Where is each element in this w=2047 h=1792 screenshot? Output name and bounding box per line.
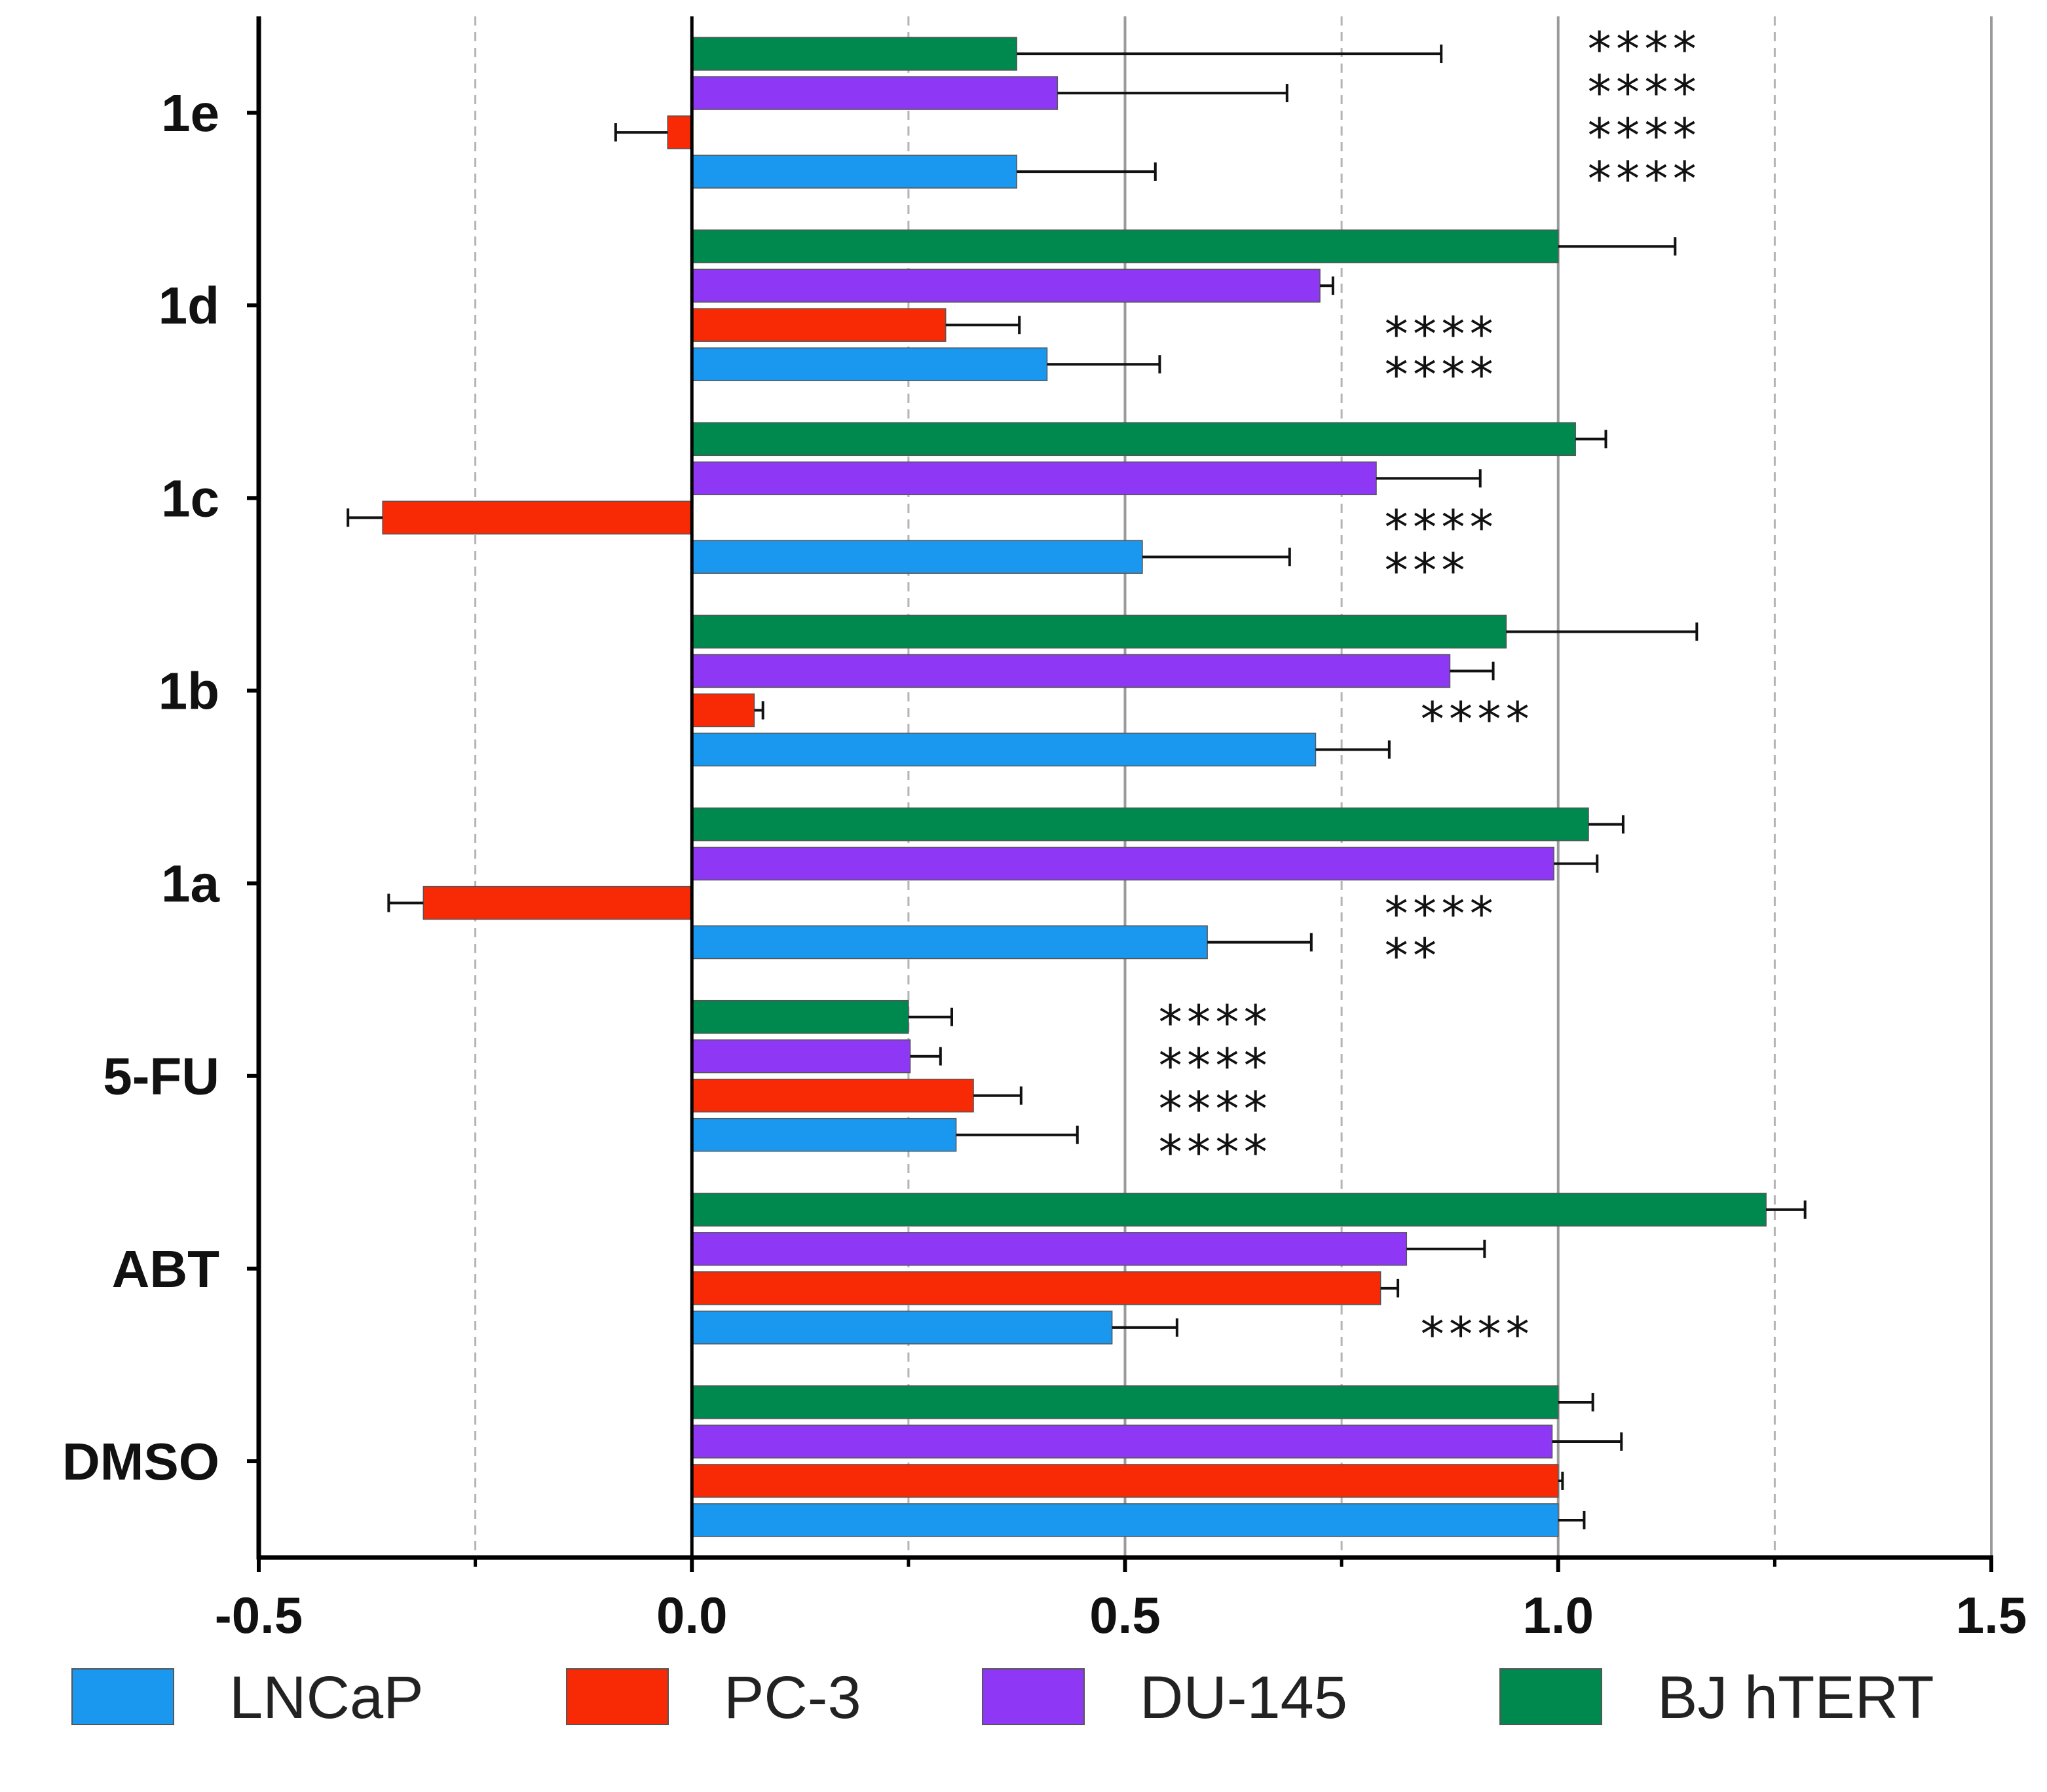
bar-5-fu-du-145	[691, 1039, 911, 1073]
bar-1c-bj-htert	[691, 422, 1576, 457]
significance-5-fu-2: ****	[1156, 1081, 1269, 1136]
x-tick-label-1-5: 1.5	[1956, 1586, 2027, 1644]
bar-1d-bj-htert	[691, 229, 1559, 263]
bar-1e-du-145	[691, 76, 1059, 110]
bar-1e-bj-htert	[691, 37, 1017, 71]
significance-1e-1: ****	[1585, 65, 1699, 120]
bar-1d-du-145	[691, 269, 1321, 303]
bar-dmso-bj-htert	[691, 1385, 1559, 1419]
significance-1c-0: ****	[1382, 500, 1495, 555]
significance-5-fu-0: ****	[1156, 995, 1269, 1050]
legend-label-bj-htert: BJ hTERT	[1657, 1664, 1934, 1731]
labels: 1e1d1c1b1a5-FUABTDMSO*******************…	[62, 22, 1699, 1491]
x-tick-label-0-0: 0.0	[656, 1586, 727, 1644]
significance-5-fu-1: ****	[1156, 1038, 1269, 1093]
bar-1b-bj-htert	[691, 614, 1507, 649]
axes: -0.5 0.0 0.5 1.0 1.5	[215, 16, 2027, 1644]
significance-1b-0: ****	[1418, 692, 1531, 747]
legend-swatch-bj-htert	[1499, 1668, 1602, 1725]
category-label-abt: ABT	[112, 1240, 220, 1298]
bar-1c-pc-3	[382, 500, 692, 535]
x-tick-label-0-5: 0.5	[1089, 1586, 1160, 1644]
x-tick-label-0-5: -0.5	[215, 1586, 303, 1644]
bar-1d-pc-3	[691, 308, 947, 342]
bar-dmso-pc-3	[691, 1464, 1559, 1498]
bar-abt-lncap	[691, 1311, 1113, 1345]
bar-5-fu-pc-3	[691, 1078, 974, 1113]
category-label-1e: 1e	[161, 84, 219, 142]
legend-swatch-du-145	[982, 1668, 1085, 1725]
bar-abt-du-145	[691, 1232, 1408, 1266]
bar-1a-bj-htert	[691, 807, 1589, 842]
significance-1a-1: **	[1382, 928, 1439, 983]
significance-5-fu-3: ****	[1156, 1125, 1269, 1180]
legend-label-pc-3: PC-3	[724, 1664, 861, 1731]
category-label-1c: 1c	[161, 469, 219, 527]
category-label-5-fu: 5-FU	[103, 1047, 219, 1106]
bar-1e-pc-3	[667, 115, 692, 149]
bars	[347, 37, 1807, 1537]
bar-1a-du-145	[691, 846, 1554, 881]
bar-abt-bj-htert	[691, 1193, 1767, 1227]
legend-label-du-145: DU-145	[1140, 1664, 1347, 1731]
category-label-dmso: DMSO	[62, 1432, 219, 1491]
bar-dmso-du-145	[691, 1425, 1553, 1459]
bar-1a-pc-3	[423, 886, 693, 920]
bar-1e-lncap	[691, 155, 1017, 189]
legend-label-lncap: LNCaP	[229, 1664, 424, 1731]
category-label-1a: 1a	[161, 855, 219, 913]
significance-1c-1: ***	[1382, 543, 1467, 598]
bar-1c-lncap	[691, 540, 1143, 574]
bar-1a-lncap	[691, 925, 1208, 960]
bar-5-fu-bj-htert	[691, 999, 909, 1034]
bar-1b-lncap	[691, 732, 1317, 767]
bar-abt-pc-3	[691, 1271, 1381, 1305]
bar-1d-lncap	[691, 347, 1048, 381]
significance-abt-0: ****	[1418, 1307, 1531, 1362]
bar-1b-pc-3	[691, 693, 755, 728]
legend: LNCaP PC-3 DU-145 BJ hTERT	[71, 1664, 1934, 1731]
significance-1d-0: ****	[1382, 307, 1495, 362]
legend-swatch-lncap	[71, 1668, 174, 1725]
significance-1e-3: ****	[1585, 151, 1699, 206]
bar-1b-du-145	[691, 654, 1451, 688]
category-label-1d: 1d	[159, 276, 219, 335]
bar-dmso-lncap	[691, 1503, 1559, 1537]
significance-1d-1: ****	[1382, 347, 1495, 402]
bar-1c-du-145	[691, 461, 1377, 496]
significance-1e-0: ****	[1585, 22, 1699, 77]
legend-swatch-pc-3	[566, 1668, 669, 1725]
category-label-1b: 1b	[159, 662, 219, 720]
x-tick-label-1-0: 1.0	[1523, 1586, 1594, 1644]
significance-1a-0: ****	[1382, 886, 1495, 941]
bar-5-fu-lncap	[691, 1117, 957, 1152]
significance-1e-2: ****	[1585, 108, 1699, 163]
